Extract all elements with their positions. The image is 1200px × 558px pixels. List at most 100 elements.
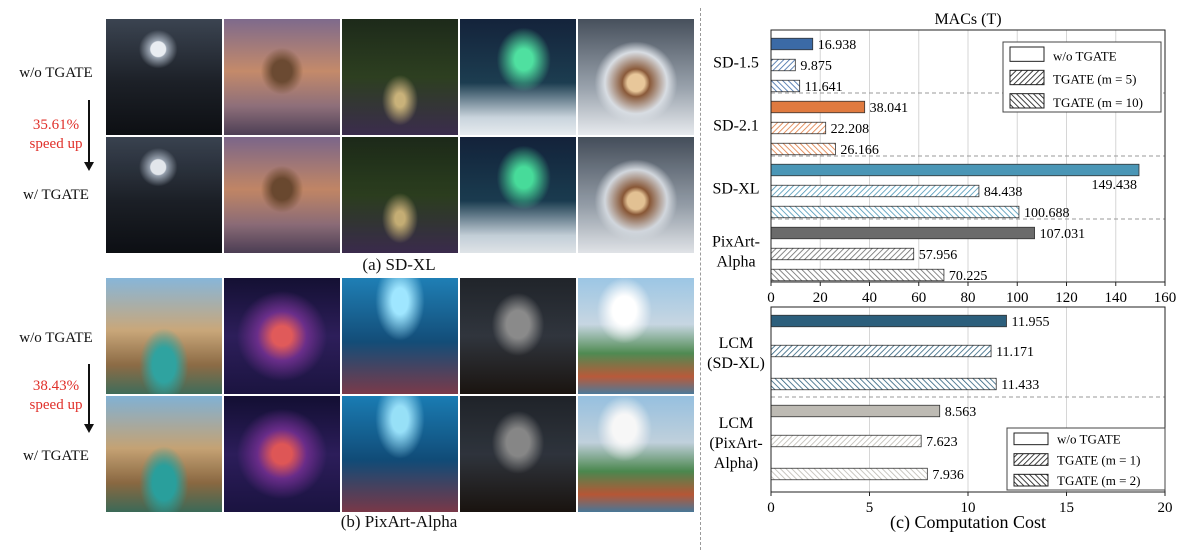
- image-tile-sdxl: [342, 19, 458, 135]
- x-tick-label: 140: [1105, 290, 1128, 306]
- data-label: 149.438: [1091, 178, 1137, 193]
- x-tick-label: 60: [911, 290, 926, 306]
- image-tile-pixart: [106, 396, 222, 512]
- group-label: Alpha: [716, 254, 755, 271]
- row-label-with-sdxl: w/ TGATE: [23, 187, 89, 203]
- x-tick-label: 80: [961, 290, 976, 306]
- group-label: SD-1.5: [713, 55, 759, 72]
- data-label: 11.171: [996, 345, 1034, 360]
- image-tile-pixart: [342, 396, 458, 512]
- x-tick-label: 160: [1154, 290, 1177, 306]
- data-label: 16.938: [818, 38, 857, 53]
- image-tile-pixart: [578, 278, 694, 394]
- legend-swatch: [1009, 93, 1045, 109]
- legend-swatch: [1013, 453, 1049, 466]
- legend-label: TGATE (m = 5): [1053, 72, 1137, 87]
- data-label: 11.955: [1012, 315, 1050, 330]
- data-label: 9.875: [800, 59, 832, 74]
- legend-label: TGATE (m = 10): [1053, 95, 1143, 110]
- row-label-without-sdxl: w/o TGATE: [19, 65, 93, 81]
- arrow-down-icon: [88, 100, 90, 164]
- speedup-block-pixart: 38.43% speed up: [16, 377, 96, 415]
- legend-swatch: [1013, 432, 1049, 446]
- data-label: 57.956: [919, 248, 958, 263]
- group-label: (PixArt-: [709, 435, 762, 452]
- data-label: 22.208: [831, 122, 870, 137]
- group-label: LCM: [719, 335, 754, 352]
- image-tile-pixart: [460, 396, 576, 512]
- image-tile-sdxl: [342, 137, 458, 253]
- x-tick-label: 0: [767, 500, 775, 516]
- data-label: 70.225: [949, 269, 988, 284]
- bar: [770, 184, 980, 198]
- caption-pixart: (b) PixArt-Alpha: [340, 512, 458, 531]
- arrowhead-icon: [84, 162, 94, 171]
- image-tile-pixart: [224, 396, 340, 512]
- x-tick-label: 100: [1006, 290, 1029, 306]
- legend-label: TGATE (m = 1): [1057, 452, 1141, 467]
- image-tile-sdxl: [224, 19, 340, 135]
- image-tile-pixart: [106, 278, 222, 394]
- legend-swatch: [1009, 69, 1045, 86]
- x-tick-label: 0: [767, 290, 775, 306]
- group-label: SD-XL: [712, 181, 759, 198]
- image-tile-sdxl: [460, 19, 576, 135]
- group-label: PixArt-: [712, 234, 760, 251]
- x-tick-label: 120: [1055, 290, 1078, 306]
- image-tile-pixart: [578, 396, 694, 512]
- legend-label: TGATE (m = 2): [1057, 473, 1141, 488]
- bar: [770, 404, 941, 418]
- bar: [770, 247, 915, 261]
- x-axis-label: (c) Computation Cost: [890, 512, 1046, 533]
- image-tile-pixart: [460, 278, 576, 394]
- bar: [770, 467, 928, 481]
- data-label: 11.641: [805, 80, 843, 95]
- data-label: 11.433: [1001, 378, 1039, 393]
- group-label: SD-2.1: [713, 118, 759, 135]
- data-label: 107.031: [1040, 227, 1086, 242]
- image-tile-pixart: [342, 278, 458, 394]
- image-tile-sdxl: [224, 137, 340, 253]
- x-tick-label: 20: [813, 290, 828, 306]
- legend-label: w/o TGATE: [1057, 432, 1121, 447]
- chart-title: MACs (T): [934, 11, 1001, 28]
- bar: [770, 37, 814, 51]
- bar: [770, 314, 1007, 328]
- data-label: 84.438: [984, 185, 1023, 200]
- bar: [770, 142, 836, 156]
- data-label: 100.688: [1024, 206, 1070, 221]
- bar: [770, 163, 1140, 177]
- x-tick-label: 40: [862, 290, 877, 306]
- image-tile-sdxl: [106, 19, 222, 135]
- speedup-block-sdxl: 35.61% speed up: [16, 116, 96, 154]
- group-label: Alpha): [714, 455, 758, 472]
- bar: [770, 121, 827, 135]
- bar: [770, 344, 992, 358]
- chart-1: MACs (T) 16.938 9.875 11.641 SD-1.5 38.04122.…: [712, 11, 1176, 306]
- data-label: 8.563: [945, 405, 977, 420]
- bar: [770, 58, 796, 72]
- data-label: 26.166: [840, 143, 879, 158]
- bar: [770, 79, 801, 93]
- group-label: (SD-XL): [707, 355, 765, 372]
- x-tick-label: 10: [961, 500, 976, 516]
- bar: [770, 100, 866, 114]
- bar: [770, 377, 997, 391]
- speedup-text-sdxl: speed up: [29, 136, 83, 152]
- chart-2: 11.955 11.171 11.433 LCM (SD-XL) 8.563 7.623 7.…: [707, 306, 1173, 533]
- arrow-down-icon: [88, 364, 90, 426]
- legend-label: w/o TGATE: [1053, 48, 1117, 63]
- panel-divider: [700, 8, 701, 550]
- arrowhead-icon: [84, 424, 94, 433]
- x-tick-label: 20: [1158, 500, 1173, 516]
- image-tile-sdxl: [578, 137, 694, 253]
- bar: [770, 205, 1020, 219]
- bar: [770, 268, 945, 282]
- legend: w/o TGATE TGATE (m = 1) TGATE (m = 2): [1006, 427, 1166, 491]
- bar: [770, 226, 1035, 240]
- x-tick-label: 15: [1059, 500, 1074, 516]
- group-label: LCM: [719, 415, 754, 432]
- row-label-with-pixart: w/ TGATE: [23, 448, 89, 464]
- data-label: 38.041: [870, 101, 909, 116]
